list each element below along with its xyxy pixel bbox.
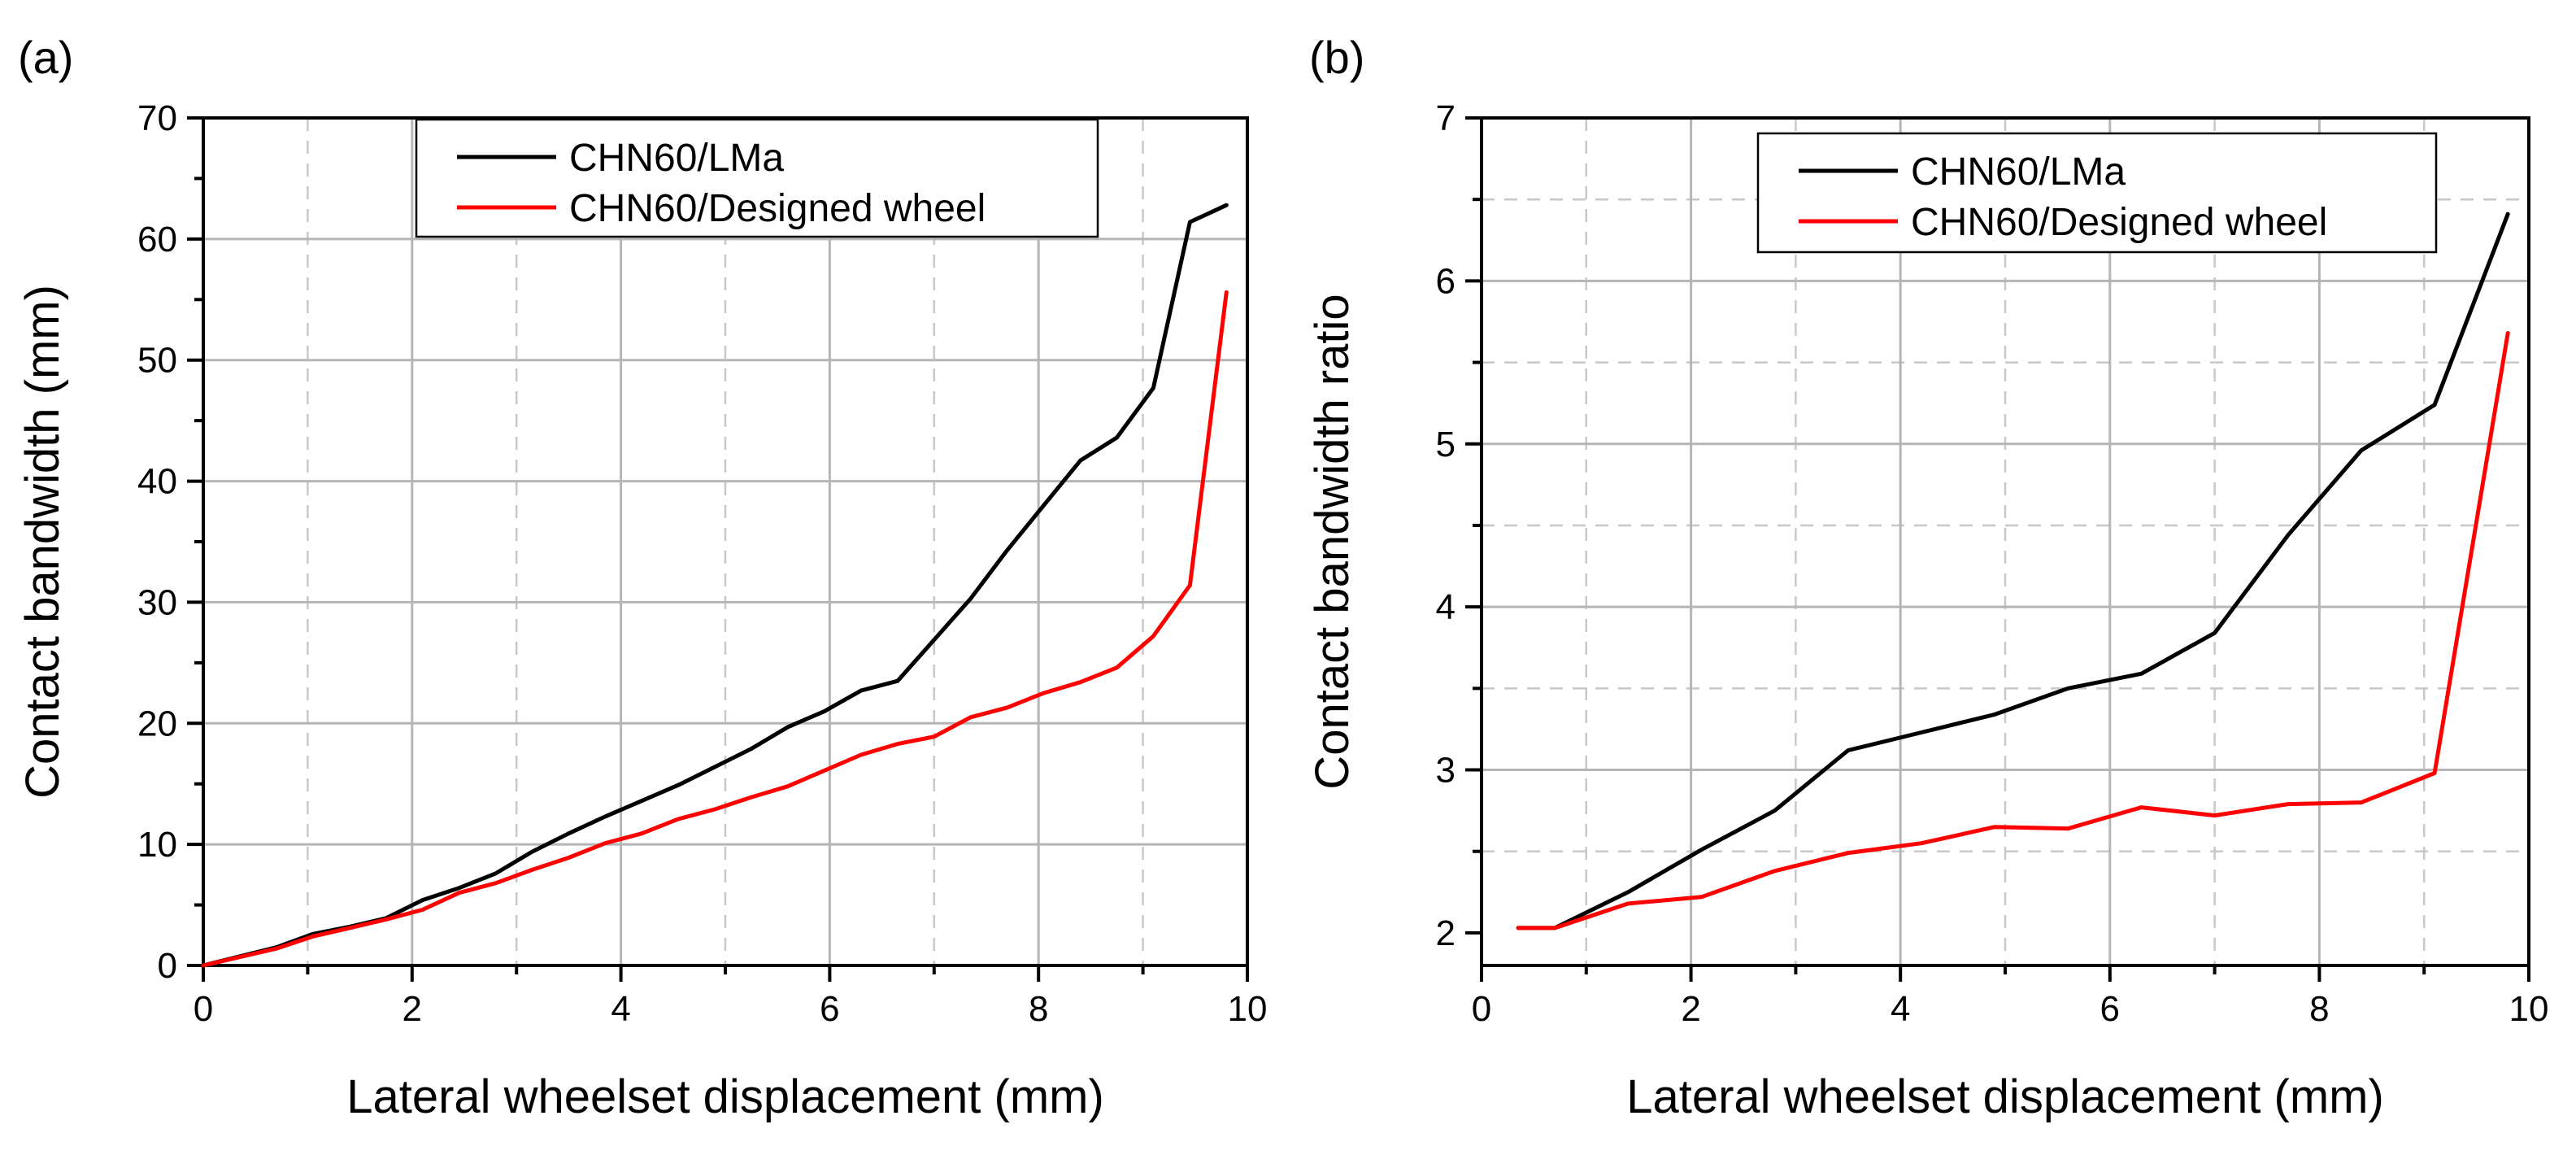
y-tick-label: 5 [1436,425,1456,464]
legend-label: CHN60/Designed wheel [569,187,986,230]
y-axis-title: Contact bandwidth (mm) [16,285,69,799]
y-tick-label: 20 [137,704,177,743]
series-line-lma [201,203,1229,968]
series-line-designed-wheel [201,290,1229,968]
y-axis-title: Contact bandwidth ratio [1306,294,1359,789]
x-axis-title: Lateral wheelset displacement (mm) [346,1070,1104,1123]
legend-label: CHN60/LMa [1911,150,2126,194]
plot-frame [202,116,1249,967]
y-tick-label: 10 [137,825,177,865]
x-tick-label: 2 [402,989,422,1029]
x-tick-label: 10 [2509,989,2549,1029]
y-tick-label: 70 [137,98,177,138]
legend-label: CHN60/Designed wheel [1911,201,2327,244]
x-tick-label: 2 [1681,989,1700,1029]
panel-label: (a) [18,32,73,83]
y-tick-label: 6 [1436,261,1456,301]
x-tick-label: 0 [1472,989,1491,1029]
legend-label: CHN60/LMa [569,137,784,180]
y-tick-label: 30 [137,582,177,622]
legend-box [1756,132,2438,254]
y-tick-label: 60 [137,220,177,259]
series-line-designed-wheel [1516,331,2510,930]
y-tick-label: 4 [1436,587,1456,627]
y-tick-label: 2 [1436,913,1456,953]
x-axis-title: Lateral wheelset displacement (mm) [1626,1070,2384,1123]
y-tick-label: 3 [1436,751,1456,791]
x-tick-label: 8 [2309,989,2329,1029]
y-tick-label: 0 [158,946,177,986]
y-tick-label: 40 [137,462,177,502]
legend-box [415,118,1099,238]
legend: CHN60/LMa CHN60/Designed wheel [1756,132,2438,254]
x-tick-label: 0 [194,989,213,1029]
x-tick-label: 8 [1029,989,1048,1029]
x-tick-label: 6 [2100,989,2120,1029]
series-line-lma [1516,211,2510,930]
x-tick-label: 4 [611,989,630,1029]
x-tick-label: 6 [820,989,839,1029]
y-tick-label: 50 [137,341,177,381]
x-tick-label: 4 [1891,989,1910,1029]
y-tick-label: 7 [1436,98,1456,138]
chart-a: 0 2 4 6 8 10 0 10 20 30 40 50 60 70 CHN60/LMa CHN60/Des… [16,32,1267,1123]
panel-label: (b) [1309,32,1364,83]
x-tick-label: 10 [1228,989,1268,1029]
legend: CHN60/LMa CHN60/Designed wheel [415,118,1099,238]
